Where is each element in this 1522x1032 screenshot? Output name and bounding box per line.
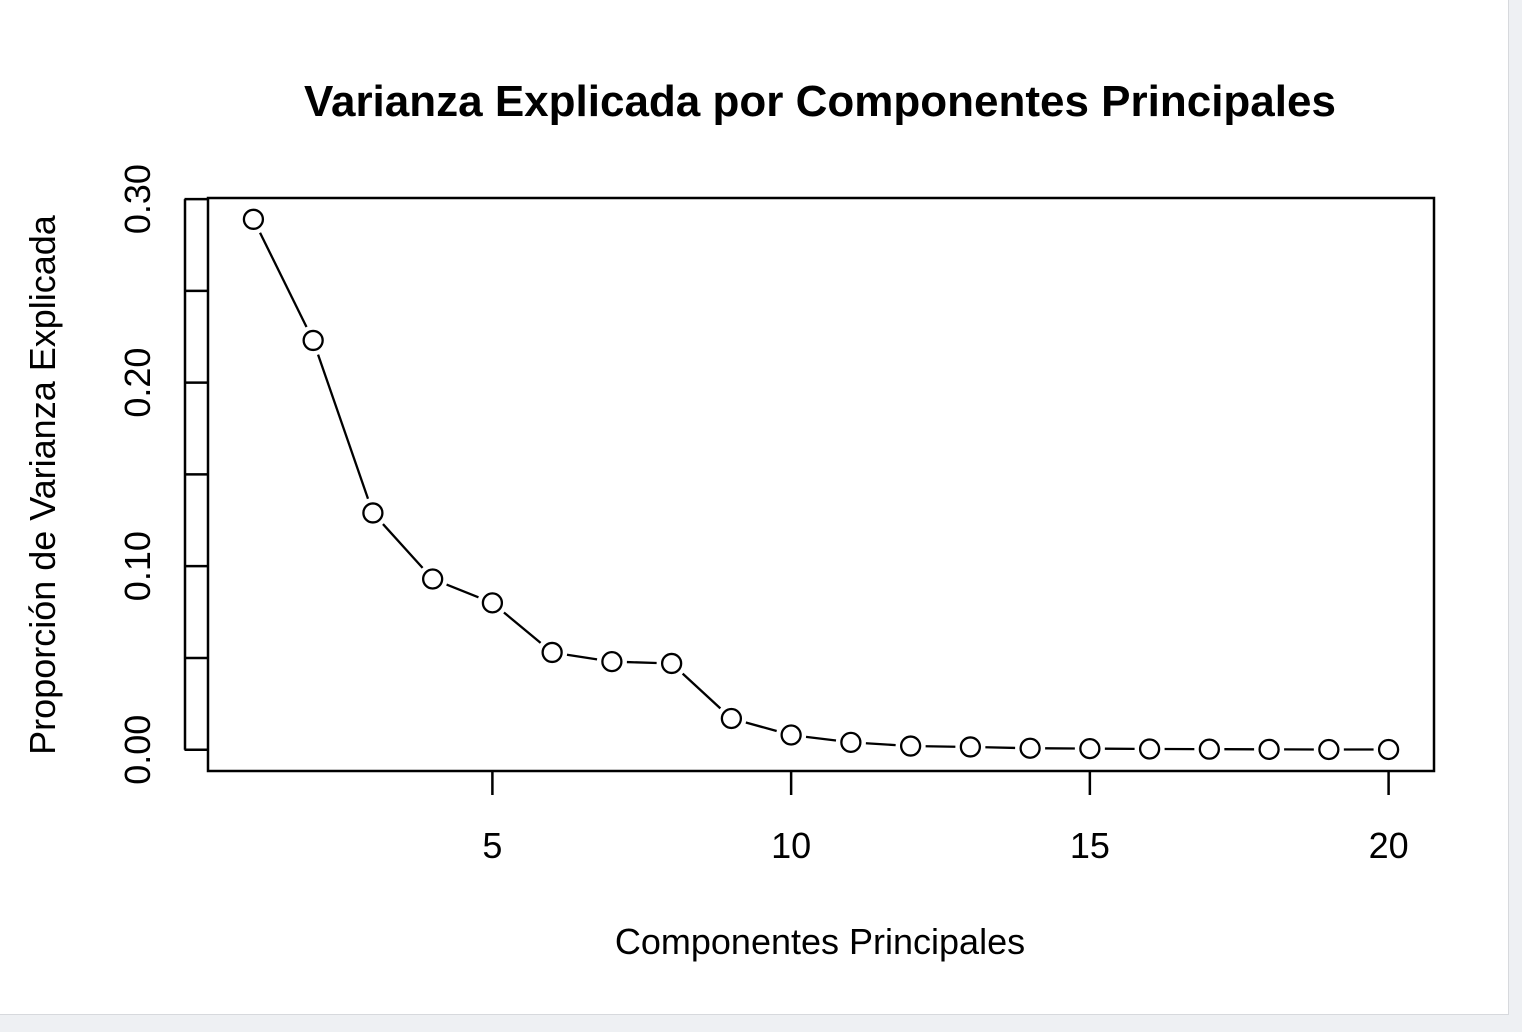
series-segment <box>382 523 424 569</box>
x-tick-label: 20 <box>1369 825 1409 866</box>
series-segment <box>259 232 308 328</box>
series-segment <box>503 611 542 644</box>
chart-svg: Varianza Explicada por Componentes Princ… <box>22 77 1436 962</box>
data-point <box>1138 738 1161 760</box>
series-segment <box>745 721 777 733</box>
chart-title: Varianza Explicada por Componentes Princ… <box>304 77 1336 126</box>
series-segment <box>805 735 837 742</box>
x-tick-label: 10 <box>771 825 811 866</box>
data-point <box>421 568 444 590</box>
data-point <box>481 592 504 614</box>
series-segment <box>985 746 1016 750</box>
data-point <box>959 736 982 758</box>
plot-area-box <box>206 196 1436 773</box>
data-point <box>541 641 563 664</box>
x-axis: 5 10 15 20 <box>482 771 1409 866</box>
data-point <box>780 724 802 746</box>
series-segment <box>316 354 370 500</box>
y-axis: 0.00 0.10 0.20 0.30 <box>117 164 208 785</box>
data-point <box>660 652 683 675</box>
data-point <box>1198 738 1221 760</box>
y-axis-label: Proporción de Varianza Explicada <box>22 214 63 755</box>
data-point <box>1079 737 1101 760</box>
data-point <box>1377 738 1400 761</box>
series-segment <box>681 672 722 710</box>
series-segment <box>865 742 896 747</box>
data-point <box>242 208 265 230</box>
data-point <box>1318 738 1340 761</box>
chart-frame: Varianza Explicada por Componentes Princ… <box>0 0 1509 1015</box>
x-tick-label: 5 <box>482 825 502 866</box>
data-point <box>1258 738 1280 760</box>
series-points <box>242 208 1400 761</box>
series-segment <box>566 653 598 661</box>
y-tick-label: 0.00 <box>117 715 158 785</box>
y-tick-label: 0.30 <box>117 164 158 234</box>
data-point <box>840 731 862 754</box>
x-axis-label: Componentes Principales <box>615 921 1025 962</box>
y-tick-label: 0.10 <box>117 531 158 601</box>
x-tick-label: 15 <box>1070 825 1110 866</box>
data-point <box>362 502 384 524</box>
data-point <box>302 329 324 352</box>
y-tick-label: 0.20 <box>117 348 158 418</box>
data-point <box>899 735 922 757</box>
data-point <box>720 707 743 730</box>
data-point <box>1019 737 1041 759</box>
series-segment <box>446 583 479 599</box>
series-line <box>259 232 1374 751</box>
series-segment <box>626 660 657 665</box>
data-point <box>601 650 623 673</box>
